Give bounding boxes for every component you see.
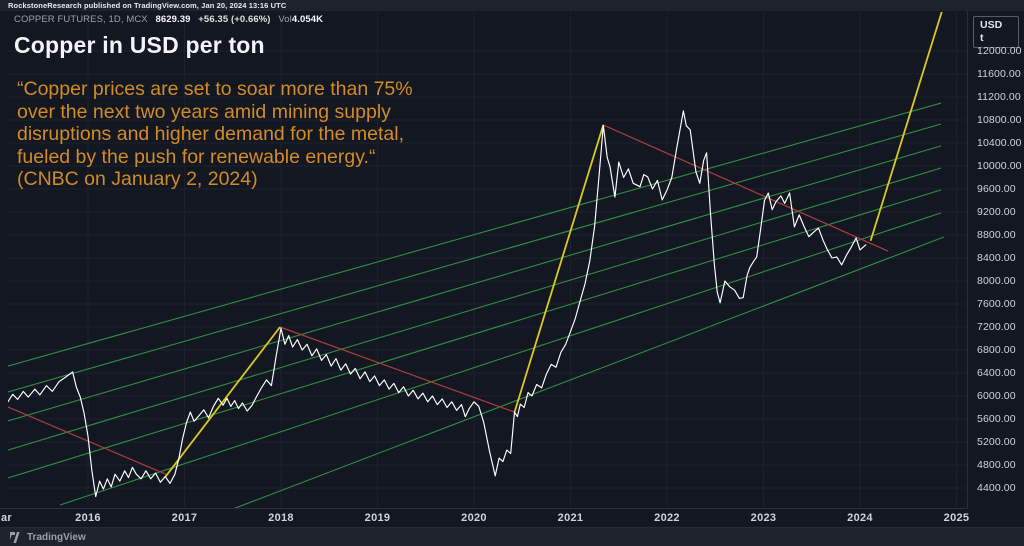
tradingview-brand[interactable]: TradingView [27,532,86,543]
red-trend-line[interactable] [279,326,515,413]
price-tick-label: 10000.00 [977,160,1022,172]
price-tick-label: 11200.00 [977,91,1021,103]
time-tick-label: 2016 [75,512,101,524]
price-tick-label: 5600.00 [977,413,1016,425]
price-tick-label: 6800.00 [977,344,1016,356]
quote-line: disruptions and higher demand for the me… [17,123,404,146]
chart-title: Copper in USD per ton [14,32,265,58]
price-tick-label: 8000.00 [977,275,1016,287]
footer-bar: TradingView [0,527,1024,546]
price-tick-label: 4800.00 [977,459,1016,471]
price-tick-label: 11600.00 [977,68,1021,80]
quote-line: “Copper prices are set to soar more than… [17,78,413,100]
time-axis[interactable]: ar 2016 2017 2018 2019 2020 2021 2022 2023 2024 2… [0,508,970,527]
price-tick-label: 7200.00 [977,321,1016,333]
yellow-impulse-line[interactable] [164,326,281,478]
symbol-legend[interactable]: COPPER FUTURES, 1D, MCX 8629.39 +56.35 (… [14,14,328,25]
time-tick-partial: ar [1,512,12,524]
price-unit-ton: t [980,32,984,44]
time-tick-label: 2025 [943,512,970,524]
last-price: 8629.39 [155,14,191,25]
time-tick-label: 2024 [847,512,873,524]
time-tick-label: 2018 [268,512,294,524]
price-tick-label: 9600.00 [977,183,1016,195]
green-channel-line[interactable] [59,212,942,506]
time-tick-label: 2019 [364,512,391,524]
green-channel-line[interactable] [8,102,942,367]
price-tick-label: 7600.00 [977,298,1016,310]
time-tick-label: 2021 [557,512,584,524]
price-tick-label: 6400.00 [977,367,1016,379]
price-tick-label: 4400.00 [977,482,1016,494]
yellow-impulse-line[interactable] [513,124,605,413]
volume-label: Vol [278,14,292,25]
price-tick-label: 8400.00 [977,252,1016,264]
price-unit-currency: USD [980,19,1003,31]
price-tick-label: 9200.00 [977,206,1016,218]
price-tick-label: 8800.00 [977,229,1016,241]
time-tick-label: 2022 [654,512,680,524]
price-unit-toggle[interactable]: USD t [973,16,1019,48]
symbol-description: COPPER FUTURES, 1D, MCX [14,14,148,25]
time-tick-label: 2020 [461,512,487,524]
publish-banner: RockstoneResearch published on TradingVi… [0,0,1024,11]
green-channel-line[interactable] [8,167,942,451]
price-tick-label: 5200.00 [977,436,1016,448]
red-trend-line[interactable] [603,124,889,252]
green-channel-line[interactable] [8,123,942,393]
green-channel-line[interactable] [230,236,945,510]
time-tick-label: 2017 [171,512,198,524]
green-channel-line[interactable] [8,145,942,422]
quote-block: “Copper prices are set to soar more than… [17,78,537,191]
price-tick-label: 6000.00 [977,390,1016,402]
copper-price-line [8,110,867,498]
price-tick-label: 10400.00 [977,137,1022,149]
price-change: +56.35 (+0.66%) [198,14,271,25]
red-trend-line[interactable] [8,406,168,476]
tradingview-icon[interactable] [10,532,24,543]
price-tick-label: 12000.00 [977,45,1022,57]
yellow-impulse-line[interactable] [869,8,943,242]
time-tick-label: 2023 [750,512,777,524]
volume-value: 4.054K [291,14,324,25]
price-axis[interactable]: USD t 12000.00 11600.00 11200.00 10800.00 10… [967,11,1024,508]
quote-line: fueled by the push for renewable energy.… [17,145,376,168]
price-tick-label: 10800.00 [977,114,1022,126]
green-channel-line[interactable] [8,189,942,479]
quote-attribution: (CNBC on January 2, 2024) [17,168,258,191]
quote-line: over the next two years amid mining supp… [17,100,391,123]
